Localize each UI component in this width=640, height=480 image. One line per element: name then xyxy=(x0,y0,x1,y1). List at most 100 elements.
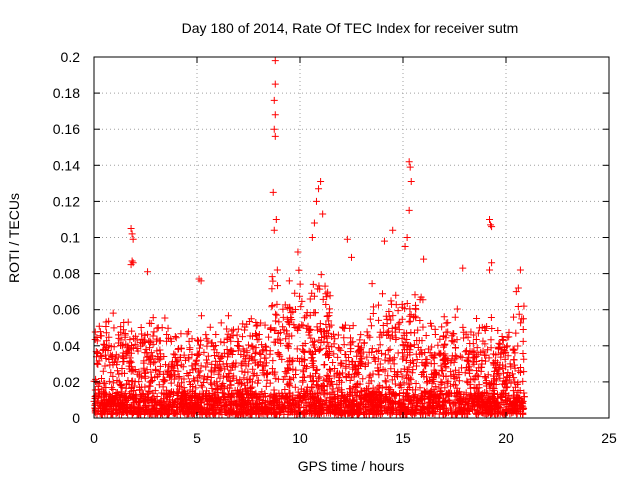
data-point xyxy=(510,346,518,354)
data-point xyxy=(167,379,175,387)
data-point xyxy=(297,303,305,311)
data-point xyxy=(316,320,324,328)
data-point xyxy=(392,291,400,299)
data-point xyxy=(405,206,413,214)
data-point xyxy=(436,335,444,343)
data-point xyxy=(234,325,242,333)
data-point xyxy=(438,366,446,374)
data-point xyxy=(428,343,436,351)
data-point xyxy=(516,266,524,274)
data-point xyxy=(225,370,233,378)
data-point xyxy=(255,335,263,343)
data-point xyxy=(337,359,345,367)
data-point xyxy=(294,401,302,409)
data-point xyxy=(147,373,155,381)
data-point xyxy=(335,345,343,353)
data-point xyxy=(336,371,344,379)
axis-ticks xyxy=(93,56,610,419)
data-point xyxy=(126,336,134,344)
data-point xyxy=(130,334,138,342)
data-point xyxy=(442,409,450,417)
data-point xyxy=(406,163,414,171)
data-point xyxy=(309,364,317,372)
data-point xyxy=(140,357,148,365)
data-point xyxy=(263,376,271,384)
data-point xyxy=(271,80,279,88)
data-point xyxy=(175,385,183,393)
data-point xyxy=(334,410,342,418)
data-point xyxy=(357,387,365,395)
data-point xyxy=(227,381,235,389)
data-point xyxy=(233,342,241,350)
data-point xyxy=(491,406,499,413)
data-point xyxy=(261,390,269,398)
data-point xyxy=(448,337,456,345)
y-tick-label: 0.08 xyxy=(53,266,80,282)
data-point xyxy=(385,308,393,316)
data-point xyxy=(365,373,373,381)
data-point xyxy=(311,309,319,317)
data-point xyxy=(451,313,459,321)
data-point xyxy=(451,398,459,406)
data-point xyxy=(270,338,278,346)
data-point xyxy=(338,323,346,331)
data-point xyxy=(266,393,274,401)
data-point xyxy=(275,389,283,397)
data-point xyxy=(188,335,196,343)
data-point xyxy=(175,374,183,382)
data-point xyxy=(134,408,142,416)
data-point xyxy=(338,360,346,368)
data-point xyxy=(494,344,502,352)
data-point xyxy=(318,403,326,411)
data-point xyxy=(477,396,485,404)
data-point xyxy=(362,396,370,404)
data-point xyxy=(279,313,287,321)
data-point xyxy=(463,405,471,413)
data-point xyxy=(349,406,357,414)
data-point xyxy=(335,344,343,352)
data-point xyxy=(387,365,395,373)
data-point xyxy=(117,342,125,350)
data-point xyxy=(418,400,426,408)
data-point xyxy=(354,342,362,350)
data-point xyxy=(493,410,501,418)
data-point xyxy=(384,372,392,380)
data-point xyxy=(455,388,463,396)
data-point xyxy=(128,409,136,417)
data-point xyxy=(299,321,307,329)
data-point xyxy=(364,359,372,367)
x-tick-label: 0 xyxy=(90,430,98,446)
data-point xyxy=(496,374,504,382)
data-point xyxy=(160,390,168,398)
data-point xyxy=(197,398,205,406)
data-point xyxy=(244,341,252,349)
data-point xyxy=(458,364,466,372)
data-point xyxy=(267,326,275,334)
data-point xyxy=(136,383,144,391)
data-point xyxy=(482,389,490,397)
data-point xyxy=(276,328,284,336)
data-point xyxy=(167,335,175,343)
data-point xyxy=(520,302,528,310)
data-point xyxy=(249,397,257,405)
data-point xyxy=(490,372,498,380)
data-point xyxy=(402,356,410,364)
data-point xyxy=(486,266,494,274)
data-point xyxy=(392,323,400,331)
data-point xyxy=(329,359,337,367)
data-point xyxy=(237,361,245,369)
data-point xyxy=(93,337,101,345)
data-point xyxy=(323,312,331,320)
data-point xyxy=(461,369,469,377)
data-point xyxy=(357,399,365,407)
data-point xyxy=(372,401,380,409)
data-point xyxy=(510,313,518,321)
data-point xyxy=(450,380,458,388)
data-point xyxy=(302,395,310,403)
data-point xyxy=(467,392,475,400)
data-point xyxy=(511,378,519,386)
data-point xyxy=(411,291,419,299)
data-point xyxy=(205,404,213,412)
data-point xyxy=(158,409,166,417)
data-point xyxy=(194,377,202,385)
